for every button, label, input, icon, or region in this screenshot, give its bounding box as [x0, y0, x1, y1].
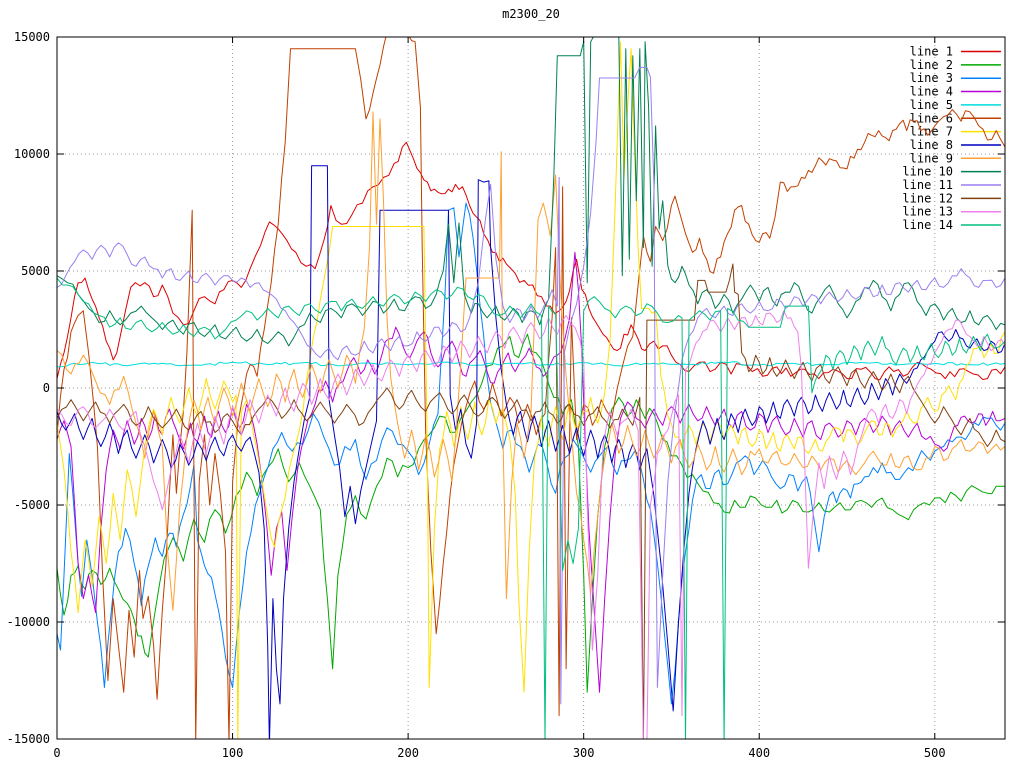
- legend-item-label: line 13: [902, 205, 953, 219]
- x-tick-label: 200: [397, 746, 419, 760]
- series-line-14: [57, 277, 1005, 739]
- legend-item-label: line 10: [902, 165, 953, 179]
- legend-item-label: line 11: [902, 178, 953, 192]
- series-line-9: [57, 111, 1005, 611]
- chart-title: m2300_20: [502, 7, 560, 21]
- y-tick-label: 15000: [14, 30, 50, 44]
- series-line-5: [57, 361, 1005, 368]
- y-tick-label: 10000: [14, 147, 50, 161]
- x-tick-label: 400: [748, 746, 770, 760]
- y-tick-label: 5000: [21, 264, 50, 278]
- series-line-7: [57, 41, 1005, 739]
- series-line-13: [57, 310, 1005, 739]
- legend-item-label: line 2: [910, 58, 953, 72]
- series-line-1: [57, 141, 1005, 381]
- y-tick-label: -10000: [7, 615, 50, 629]
- series-line-6: [57, 37, 1005, 739]
- series-line-2: [57, 333, 1005, 693]
- series-line-4: [57, 251, 1005, 693]
- series-line-12: [57, 263, 1005, 739]
- x-tick-label: 100: [222, 746, 244, 760]
- y-tick-label: -15000: [7, 732, 50, 746]
- y-tick-label: -5000: [14, 498, 50, 512]
- legend-item-label: line 6: [910, 111, 953, 125]
- legend-item-label: line 3: [910, 71, 953, 85]
- legend-item-label: line 4: [910, 85, 953, 99]
- legend-item-label: line 8: [910, 138, 953, 152]
- legend-item-label: line 5: [910, 98, 953, 112]
- legend-item-label: line 14: [902, 218, 953, 232]
- y-tick-label: 0: [43, 381, 50, 395]
- series-line-10: [57, 37, 1005, 347]
- plot-border: [56, 36, 1006, 740]
- legend-item-label: line 12: [902, 191, 953, 205]
- legend-item-label: line 9: [910, 151, 953, 165]
- series-line-8: [57, 165, 1005, 739]
- series-line-11: [57, 66, 1005, 705]
- x-tick-label: 500: [924, 746, 946, 760]
- x-tick-label: 0: [53, 746, 60, 760]
- legend-item-label: line 1: [910, 45, 953, 59]
- x-tick-label: 300: [573, 746, 595, 760]
- series-line-3: [57, 202, 1005, 705]
